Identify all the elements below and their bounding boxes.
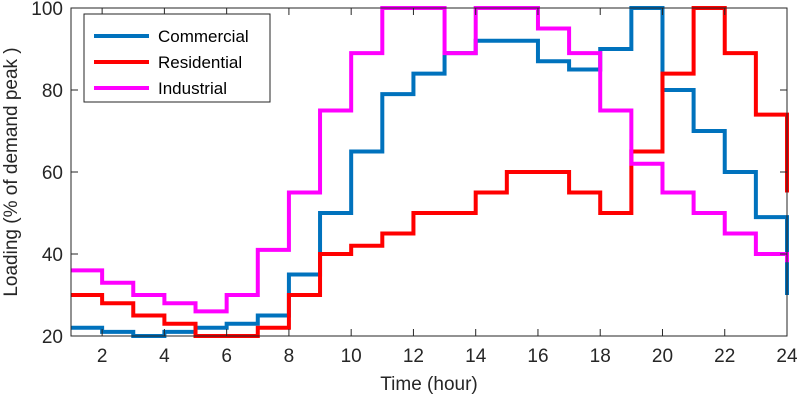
x-tick-label: 14 bbox=[465, 346, 487, 367]
y-tick-label: 20 bbox=[42, 327, 63, 348]
legend: Commercial Residential Industrial bbox=[83, 13, 271, 103]
x-tick-label: 20 bbox=[652, 346, 673, 367]
x-axis-title: Time (hour) bbox=[380, 374, 477, 395]
x-tick-label: 2 bbox=[97, 346, 108, 367]
x-tick-label: 18 bbox=[590, 346, 611, 367]
x-tick-label: 8 bbox=[284, 346, 295, 367]
x-tick-label: 10 bbox=[341, 346, 362, 367]
y-tick-label: 60 bbox=[42, 163, 63, 184]
y-axis-title: Loading (% of demand peak ) bbox=[1, 47, 22, 296]
x-tick-label: 24 bbox=[776, 346, 797, 367]
y-tick-label: 40 bbox=[42, 245, 63, 266]
x-tick-label: 22 bbox=[714, 346, 735, 367]
x-tick-label: 16 bbox=[527, 346, 548, 367]
x-tick-label: 4 bbox=[159, 346, 170, 367]
legend-label-residential: Residential bbox=[158, 53, 242, 72]
x-tick-label: 6 bbox=[221, 346, 232, 367]
series-line-residential bbox=[71, 6, 789, 338]
x-tick-label: 12 bbox=[403, 346, 424, 367]
y-tick-label: 80 bbox=[42, 81, 63, 102]
legend-label-commercial: Commercial bbox=[158, 27, 249, 46]
y-tick-label: 100 bbox=[31, 0, 63, 20]
legend-label-industrial: Industrial bbox=[158, 79, 227, 98]
